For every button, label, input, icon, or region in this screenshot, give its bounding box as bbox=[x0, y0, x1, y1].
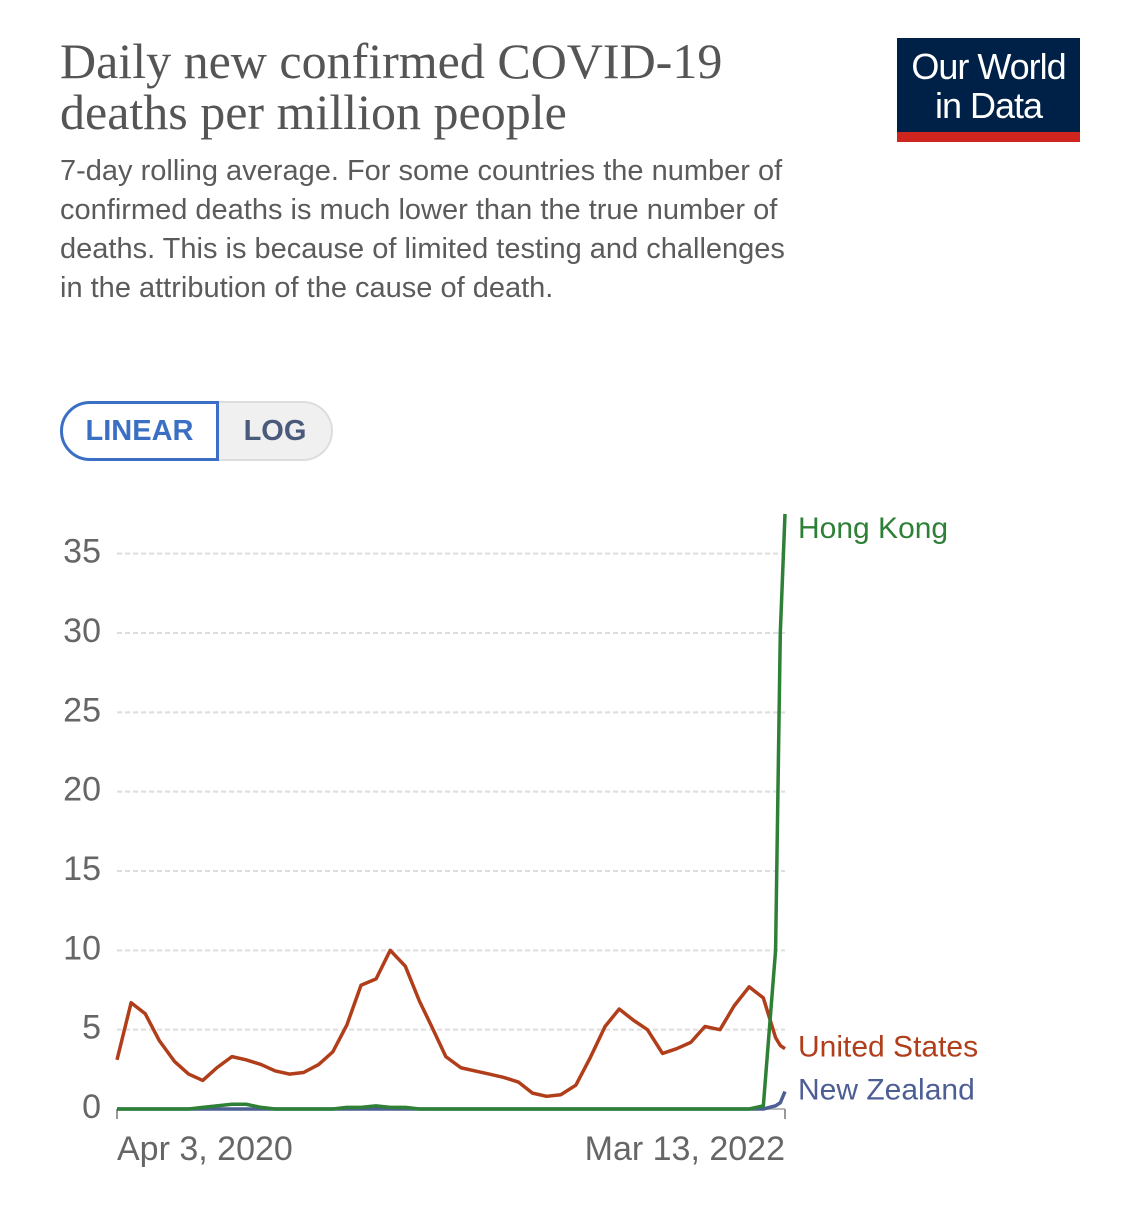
series-label: New Zealand bbox=[798, 1073, 975, 1106]
chart-subtitle: 7-day rolling average. For some countrie… bbox=[60, 155, 785, 304]
scale-toggle: LINEAR LOG bbox=[60, 401, 333, 461]
logo-line: in Data bbox=[934, 85, 1043, 126]
y-tick-label: 10 bbox=[63, 929, 101, 967]
y-tick-label: 30 bbox=[63, 612, 101, 650]
y-tick-label: 0 bbox=[82, 1088, 101, 1126]
y-tick-label: 15 bbox=[63, 850, 101, 888]
linear-button[interactable]: LINEAR bbox=[60, 401, 219, 461]
series-line bbox=[117, 513, 787, 1111]
log-button[interactable]: LOG bbox=[219, 401, 333, 461]
x-tick-label: Mar 13, 2022 bbox=[585, 1130, 785, 1168]
series-label: United States bbox=[798, 1031, 978, 1064]
logo[interactable]: Our World in Data bbox=[897, 38, 1080, 142]
x-tick-label: Apr 3, 2020 bbox=[117, 1130, 293, 1168]
logo-line: Our World bbox=[911, 46, 1066, 87]
y-tick-label: 25 bbox=[63, 691, 101, 729]
y-tick-label: 35 bbox=[63, 533, 101, 571]
y-tick-label: 20 bbox=[63, 771, 101, 809]
chart-title: Daily new confirmed COVID-19 deaths per … bbox=[60, 33, 723, 140]
y-tick-label: 5 bbox=[82, 1009, 101, 1047]
series-label: Hong Kong bbox=[798, 512, 948, 545]
series-line bbox=[115, 948, 786, 1099]
